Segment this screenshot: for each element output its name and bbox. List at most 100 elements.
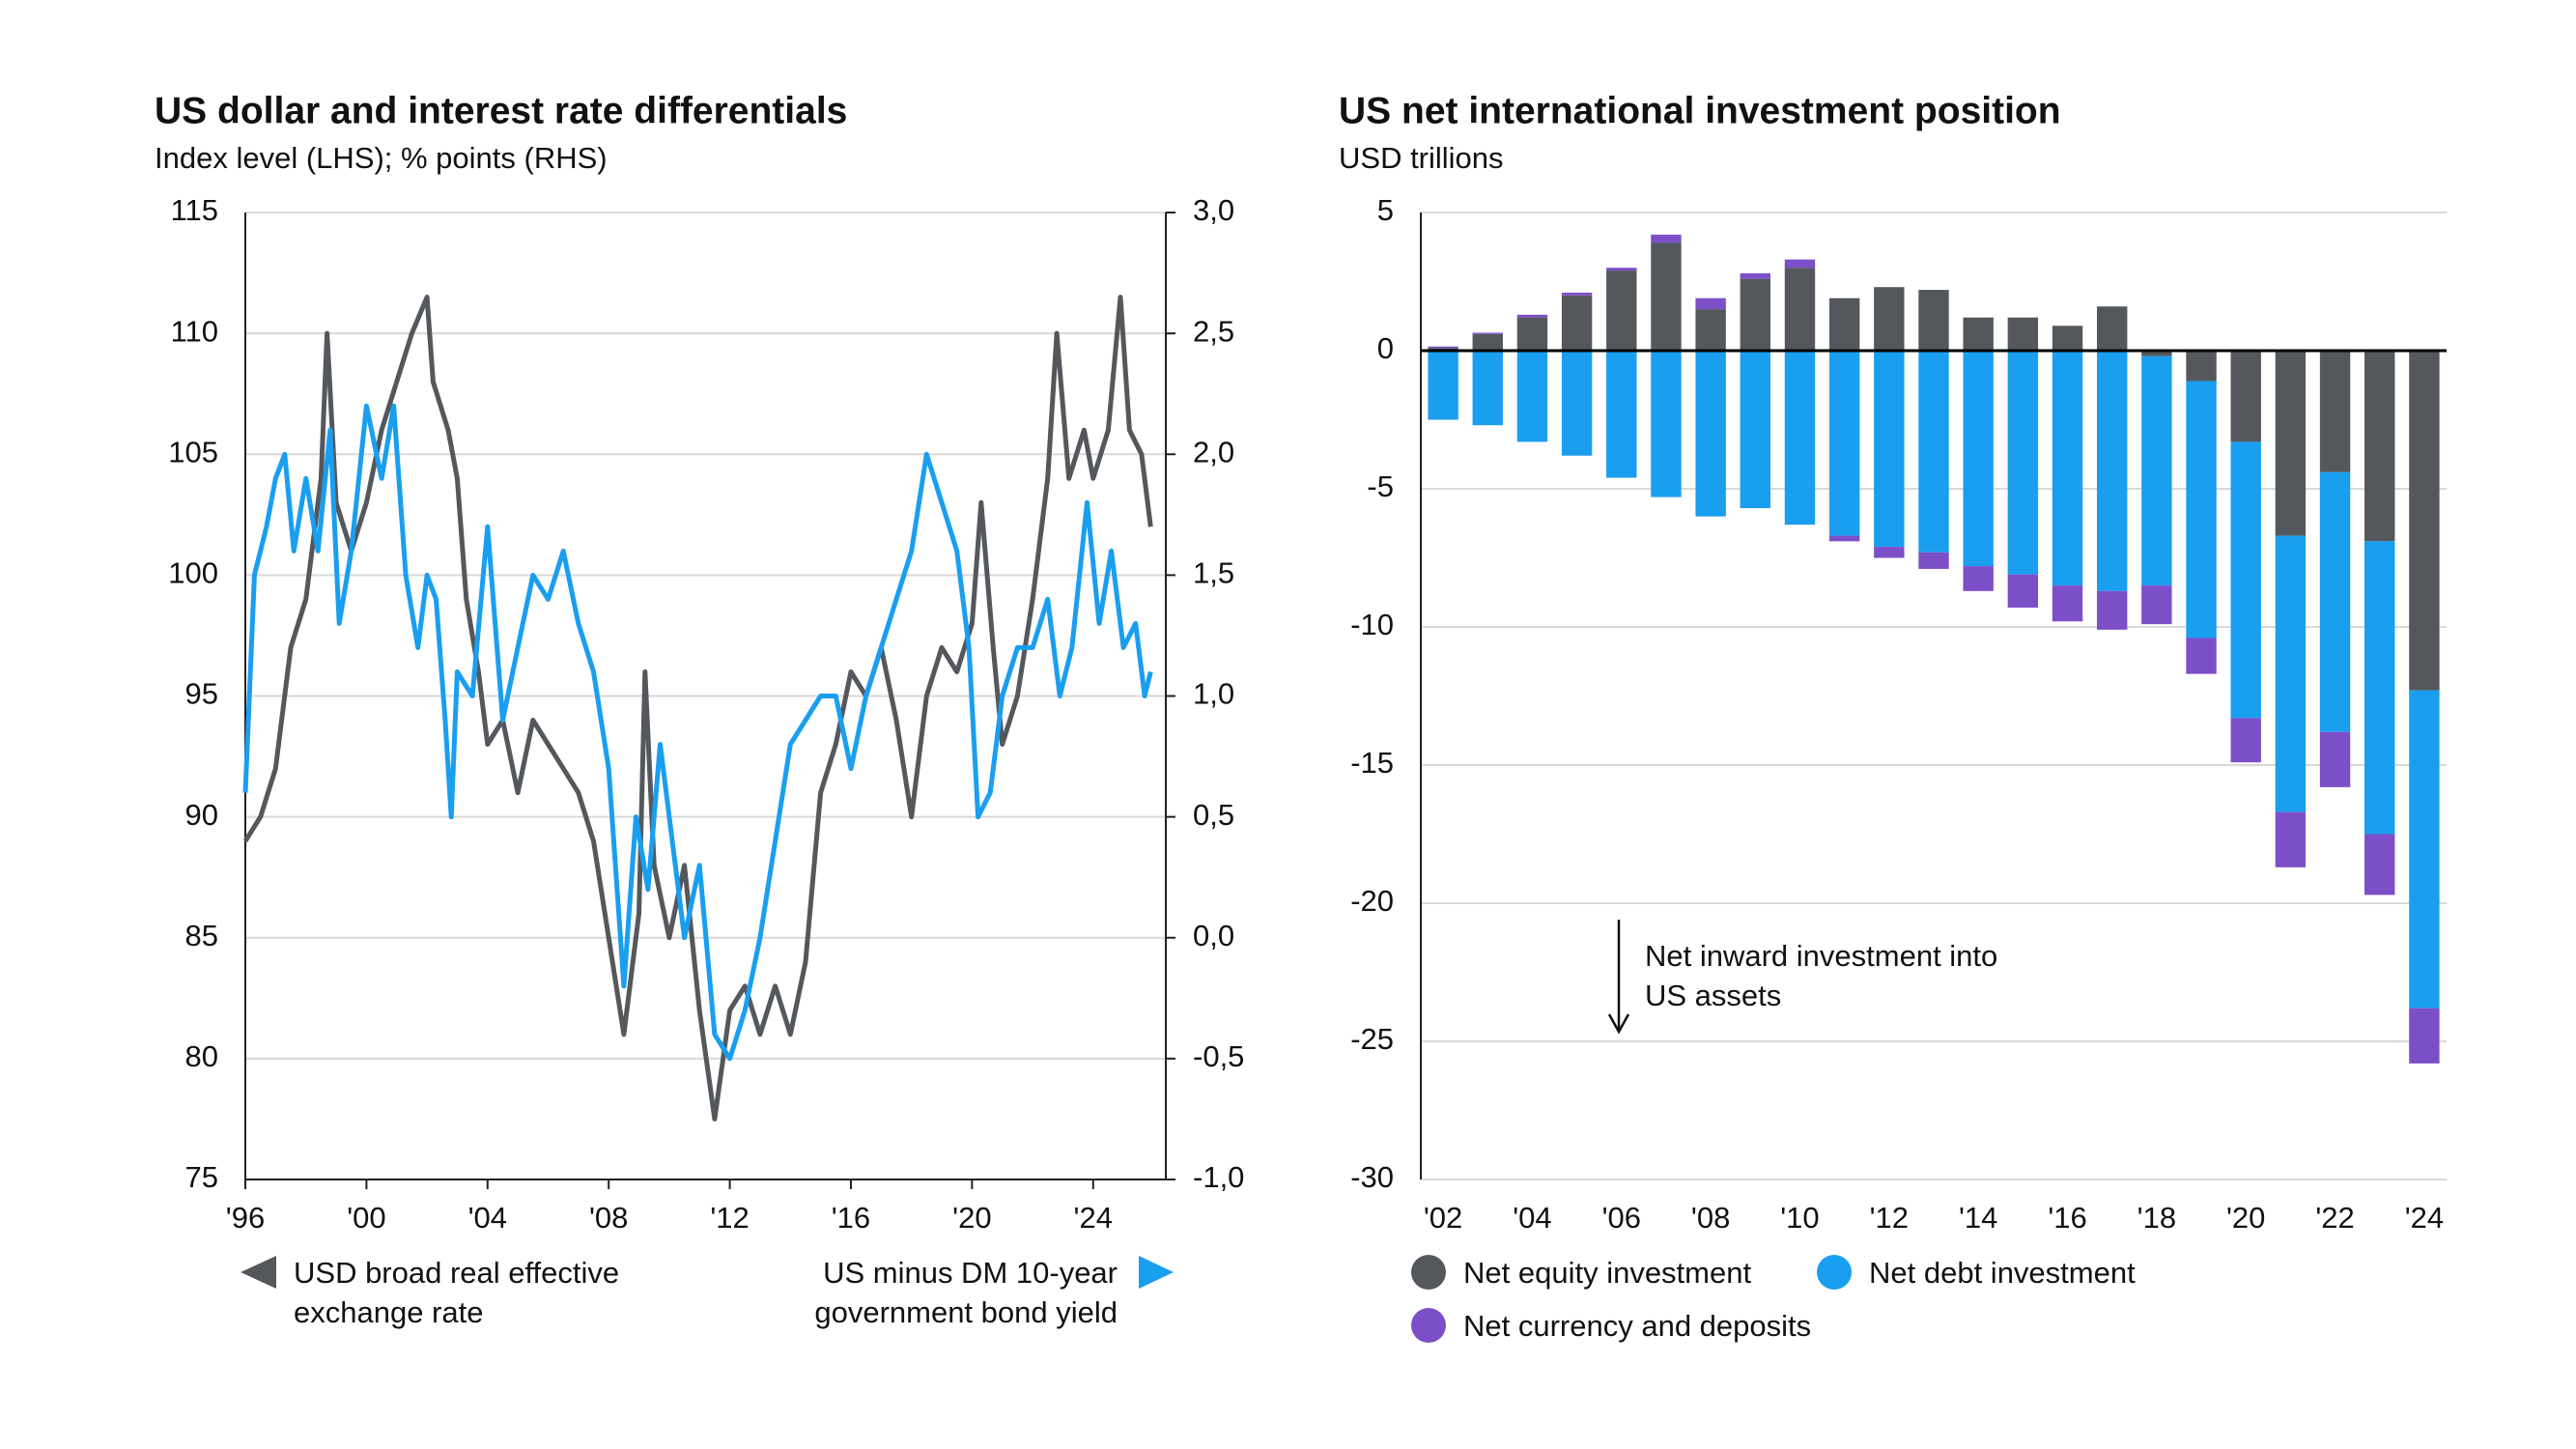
bar	[2364, 834, 2395, 895]
bar	[1651, 242, 1682, 351]
bar	[1472, 333, 1503, 351]
y-tick-label: 80	[185, 1039, 218, 1073]
bar	[2275, 351, 2307, 536]
bar	[2230, 351, 2261, 442]
x-tick-label: '18	[2137, 1201, 2176, 1235]
bar	[1428, 351, 1458, 420]
y2-tick-label: 2,0	[1193, 435, 1234, 469]
bar	[1561, 351, 1593, 456]
bar	[1740, 272, 1771, 279]
bar	[2141, 355, 2172, 586]
bar	[1918, 552, 1949, 569]
x-tick-label: '06	[1602, 1201, 1641, 1235]
bar	[1695, 309, 1726, 351]
bar	[1606, 268, 1637, 271]
bar	[2275, 535, 2307, 812]
bar	[1963, 351, 1994, 567]
bar	[1874, 547, 1905, 558]
chart-subtitle: Index level (LHS); % points (RHS)	[155, 141, 608, 175]
bar	[1651, 351, 1682, 497]
bar	[1874, 287, 1905, 351]
x-tick-label: '08	[1691, 1201, 1730, 1235]
legend-label: Net debt investment	[1869, 1256, 2136, 1290]
y-tick-label: 100	[168, 556, 218, 590]
legend-marker	[1817, 1255, 1852, 1290]
bar	[2052, 585, 2083, 622]
bar	[2186, 638, 2217, 674]
y2-tick-label: 0,5	[1193, 798, 1234, 832]
legend-label: Net equity investment	[1463, 1256, 1752, 1290]
x-tick-label: '96	[226, 1201, 265, 1235]
bar	[1561, 295, 1593, 351]
bar	[1561, 292, 1593, 296]
y-tick-label: 75	[185, 1160, 218, 1194]
x-tick-label: '12	[710, 1201, 749, 1235]
y2-tick-label: -1,0	[1193, 1160, 1244, 1194]
x-tick-label: '10	[1780, 1201, 1819, 1235]
legend-marker	[241, 1256, 276, 1289]
chart-subtitle: USD trillions	[1339, 141, 1504, 175]
y-tick-label: -25	[1350, 1022, 1394, 1056]
bar	[2364, 541, 2395, 835]
bar	[2230, 718, 2261, 763]
bar	[2186, 381, 2217, 639]
bar	[1606, 351, 1637, 478]
bar	[1918, 351, 1949, 553]
bar	[2141, 585, 2172, 625]
bar	[1695, 298, 1726, 310]
bar	[1651, 234, 1682, 243]
y2-tick-label: 0,0	[1193, 919, 1234, 952]
legend-marker	[1139, 1256, 1174, 1289]
bar	[1740, 278, 1771, 351]
y-tick-label: 95	[185, 677, 218, 711]
x-tick-label: '14	[1959, 1201, 1997, 1235]
bar	[2364, 351, 2395, 542]
y-tick-label: -10	[1350, 608, 1394, 641]
y-tick-label: 105	[168, 435, 218, 469]
x-tick-label: '20	[2226, 1201, 2265, 1235]
x-tick-label: '12	[1870, 1201, 1909, 1235]
y-tick-label: -30	[1350, 1160, 1394, 1194]
legend-marker	[1411, 1255, 1446, 1290]
x-tick-label: '20	[952, 1201, 991, 1235]
annotation: Net inward investment into US assets	[1645, 939, 1998, 1012]
y2-tick-label: 1,5	[1193, 556, 1234, 590]
y-tick-label: 90	[185, 798, 218, 832]
chart-title: US net international investment position	[1339, 90, 2061, 131]
x-tick-label: '00	[347, 1201, 385, 1235]
bar	[2186, 351, 2217, 382]
bar	[1695, 351, 1726, 517]
bar	[2319, 351, 2351, 472]
y-tick-label: -20	[1350, 884, 1394, 918]
x-tick-label: '24	[2405, 1201, 2444, 1235]
bar	[1963, 317, 1994, 351]
x-tick-label: '24	[1074, 1201, 1113, 1235]
legend-label: USD broad real effective exchange rate	[294, 1256, 620, 1329]
bar	[2096, 351, 2128, 591]
bar	[2052, 351, 2083, 586]
bar	[2007, 351, 2039, 575]
bar	[2409, 1008, 2440, 1064]
bar	[1828, 535, 1860, 542]
bar	[1516, 314, 1548, 318]
bar	[2319, 731, 2351, 787]
bar	[1516, 317, 1548, 351]
bar	[2096, 306, 2128, 351]
bar	[1606, 270, 1637, 351]
bar	[2230, 441, 2261, 719]
bar	[1428, 346, 1458, 349]
bar	[1784, 351, 1816, 526]
bar	[1784, 268, 1816, 351]
bar	[2052, 326, 2083, 351]
bar	[1874, 351, 1905, 548]
x-tick-label: '04	[1513, 1201, 1551, 1235]
y2-tick-label: 2,5	[1193, 314, 1234, 348]
legend-label: Net currency and deposits	[1463, 1309, 1812, 1343]
bar	[2409, 351, 2440, 691]
bar	[2275, 811, 2307, 867]
bar	[1740, 351, 1771, 509]
bar	[1828, 351, 1860, 536]
bar	[2007, 317, 2039, 351]
